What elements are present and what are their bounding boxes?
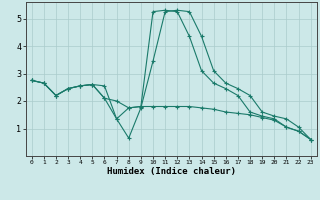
X-axis label: Humidex (Indice chaleur): Humidex (Indice chaleur) <box>107 167 236 176</box>
